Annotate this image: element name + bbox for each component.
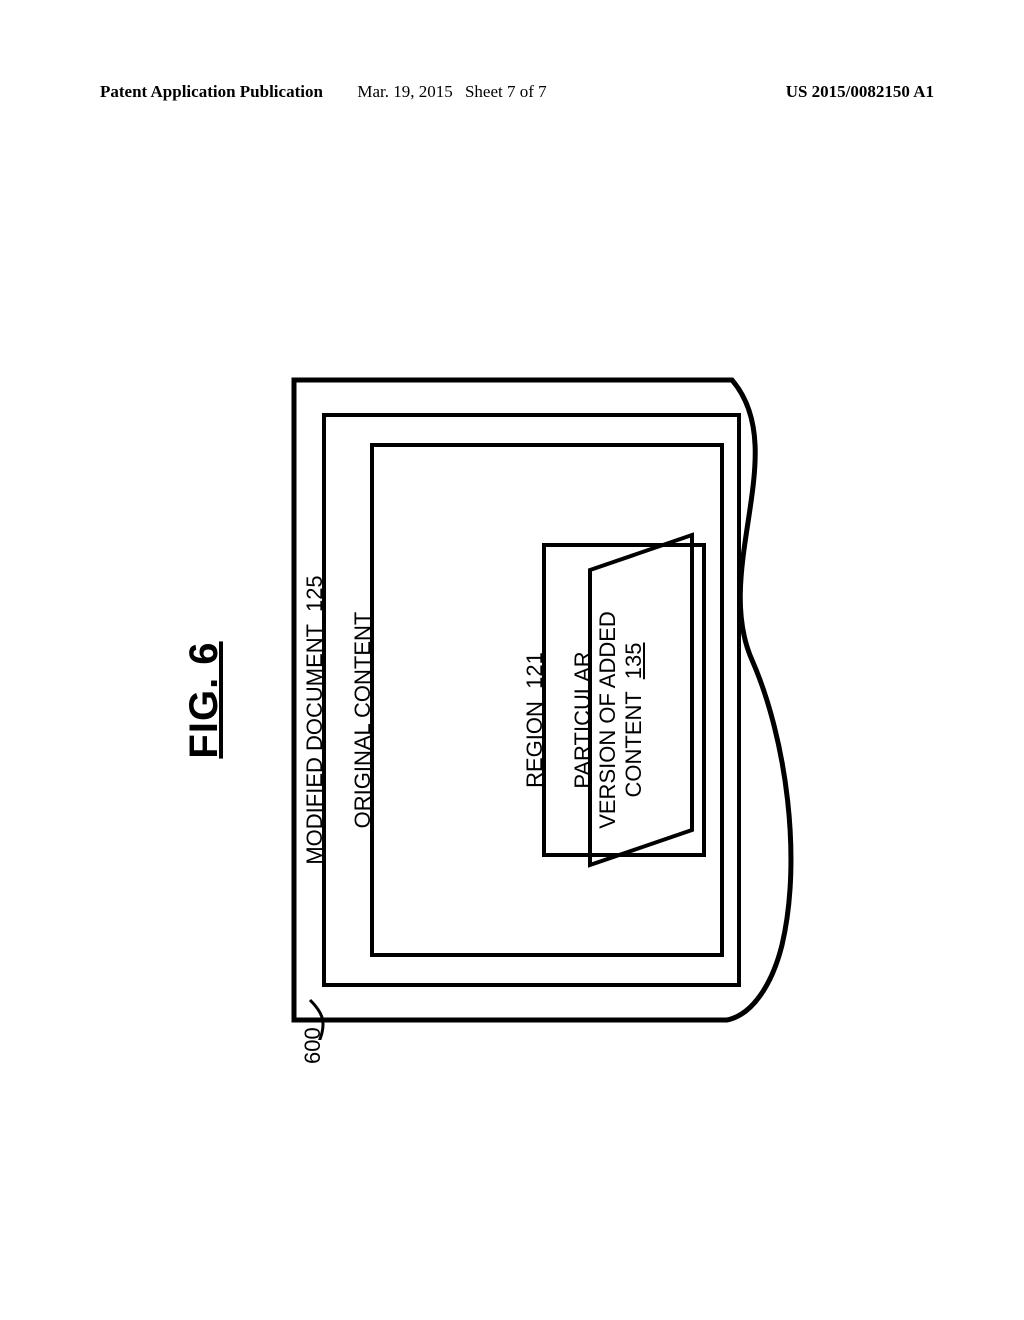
region-text: REGION (522, 701, 547, 788)
region-label: REGION 121 (522, 530, 547, 910)
original-content-label: ORIGINAL CONTENT (350, 530, 375, 910)
added-content-line1: PARTICULAR (570, 651, 595, 788)
header-center: Mar. 19, 2015 Sheet 7 of 7 (0, 82, 1024, 102)
figure-label: FIG. 6 (182, 250, 227, 1150)
modified-document-ref: 125 (302, 575, 327, 612)
modified-document-text: MODIFIED DOCUMENT (302, 624, 327, 864)
added-content-line3-text: CONTENT (621, 692, 646, 798)
figure-group-rotated: FIG. 6 600 MODIFIED DOCUMENT 125 ORIGINA… (192, 250, 832, 1150)
original-content-text: ORIGINAL CONTENT (350, 612, 375, 829)
added-content-label: PARTICULAR VERSION OF ADDED CONTENT 135 (570, 530, 646, 910)
header-date: Mar. 19, 2015 (357, 82, 452, 102)
added-content-line3-ref: 135 (621, 643, 646, 680)
modified-document-label: MODIFIED DOCUMENT 125 (302, 530, 327, 910)
added-content-line2: VERSION OF ADDED (595, 611, 620, 829)
region-ref: 121 (522, 652, 547, 689)
patent-page: Patent Application Publication US 2015/0… (0, 0, 1024, 1320)
header-sheet: Sheet 7 of 7 (465, 82, 547, 102)
